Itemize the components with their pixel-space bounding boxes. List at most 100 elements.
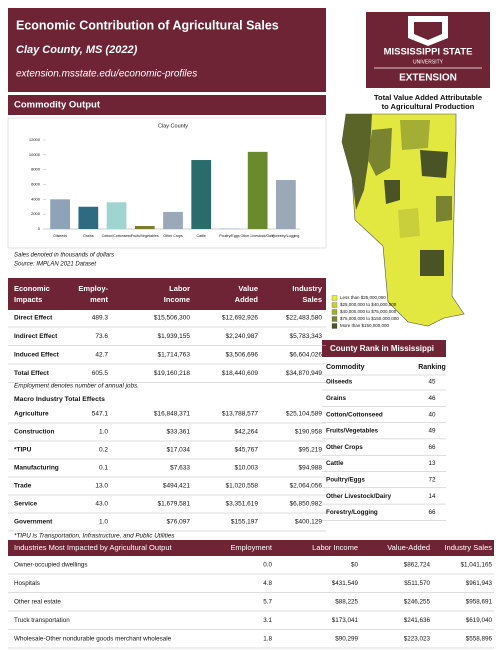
cell: $1,939,155	[157, 333, 190, 340]
table-subheading: Macro Industry Total Effects	[14, 396, 105, 403]
cell: Forestry/Logging	[326, 509, 378, 516]
column-header: Impacts	[14, 295, 42, 304]
rank-band	[322, 340, 446, 357]
cell: $25,104,589	[286, 411, 323, 418]
chart-note: Sales denoted in thousands of dollars	[14, 253, 114, 259]
column-header: ment	[90, 295, 108, 304]
cell: $18,440,609	[222, 370, 259, 377]
cell: 43.0	[95, 501, 108, 508]
cell: $19,160,218	[154, 370, 191, 377]
y-tick-label: 8000	[31, 167, 41, 172]
cell: $558,896	[466, 636, 493, 643]
cell: $17,034	[167, 447, 191, 454]
bar	[106, 202, 127, 229]
cell: 605.5	[92, 370, 109, 377]
cell: Other real estate	[14, 599, 61, 606]
cell: 13.0	[95, 483, 108, 490]
map	[341, 113, 465, 327]
cell: 46	[428, 395, 436, 402]
cell: $88,225	[335, 599, 358, 606]
cell: Hospitals	[14, 580, 40, 587]
cell: $42,264	[235, 429, 259, 436]
table-note: Employment denotes number of annual jobs…	[14, 383, 139, 390]
impacts-band	[8, 278, 326, 310]
column-header: Added	[235, 295, 259, 304]
cell: 40	[428, 411, 436, 418]
column-header: Labor Income	[312, 543, 358, 552]
cell: 73.6	[95, 333, 108, 340]
bar	[276, 180, 296, 229]
url: extension.msstate.edu/economic-profiles	[16, 69, 197, 80]
y-tick-label: 10000	[29, 152, 41, 157]
legend-label: $25,000,000 to $40,000,000	[340, 302, 397, 307]
column-header: Commodity	[326, 364, 365, 371]
cell: Manufacturing	[14, 465, 59, 472]
cell: $7,633	[170, 465, 190, 472]
cell: $241,636	[404, 617, 431, 624]
column-header: Value	[238, 284, 258, 293]
cell: $3,506,696	[225, 352, 258, 359]
cell: $10,003	[235, 465, 259, 472]
cell: 72	[428, 476, 436, 483]
bar	[191, 160, 212, 229]
column-header: Economic	[14, 284, 50, 293]
cell: 489.3	[92, 315, 109, 322]
x-tick-label: Poultry/Eggs	[219, 234, 240, 238]
cell: Cotton/Cottonseed	[326, 411, 383, 418]
cell: Government	[14, 519, 53, 526]
column-header: Value-Added	[387, 543, 430, 552]
header-band	[8, 8, 326, 92]
cell: Other Livestock/Dairy	[326, 493, 392, 500]
x-tick-label: Other Livestock/Dairy	[240, 234, 275, 238]
cell: $2,064,056	[289, 483, 322, 490]
legend-swatch	[331, 309, 338, 315]
legend-swatch	[331, 295, 338, 301]
logo-line: UNIVERSITY	[413, 59, 444, 65]
column-header: Income	[164, 295, 190, 304]
cell: Cattle	[326, 460, 344, 467]
cell: $958,691	[466, 599, 493, 606]
cell: Induced Effect	[14, 352, 60, 359]
x-tick-label: Other Crops	[163, 234, 183, 238]
cell: Grains	[326, 395, 346, 402]
region	[368, 128, 392, 176]
column-header: Sales	[302, 295, 322, 304]
cell: $95,219	[299, 447, 323, 454]
cell: $15,506,300	[154, 315, 191, 322]
x-tick-label: Cattle	[197, 234, 206, 238]
cell: 1.0	[99, 429, 108, 436]
legend-label: $75,000,000 to $150,000,000	[340, 316, 399, 321]
y-tick-label: 0	[38, 226, 41, 231]
cell: $511,570	[404, 580, 430, 587]
column-header: Labor	[169, 284, 190, 293]
cell: $45,767	[235, 447, 259, 454]
cell: $90,299	[335, 636, 358, 643]
cell: 0.0	[263, 562, 272, 569]
region	[400, 120, 430, 150]
commodity-band	[8, 95, 326, 115]
cell: $16,848,371	[154, 411, 191, 418]
cell: $173,041	[332, 617, 359, 624]
section-heading: Commodity Output	[14, 100, 101, 111]
cell: 1.0	[99, 519, 108, 526]
column-header: Employ-	[78, 284, 108, 293]
column-header: Employment	[230, 543, 273, 552]
legend-swatch	[331, 302, 338, 308]
cell: Trade	[14, 483, 32, 490]
x-tick-label: Cotton/Cottonseed	[102, 234, 132, 238]
cell: 13	[428, 460, 436, 467]
bar	[134, 226, 155, 229]
cell: $190,958	[295, 429, 322, 436]
section-heading: County Rank in Mississippi	[330, 344, 434, 353]
cell: Poultry/Eggs	[326, 476, 365, 483]
cell: $5,783,343	[289, 333, 322, 340]
legend-swatch	[331, 323, 338, 329]
cell: 1.8	[263, 636, 272, 643]
column-header: Industry Sales	[444, 543, 492, 552]
cell: 14	[428, 493, 436, 500]
cell: Fruits/Vegetables	[326, 428, 379, 435]
region	[436, 196, 452, 222]
cell: $94,988	[299, 465, 323, 472]
